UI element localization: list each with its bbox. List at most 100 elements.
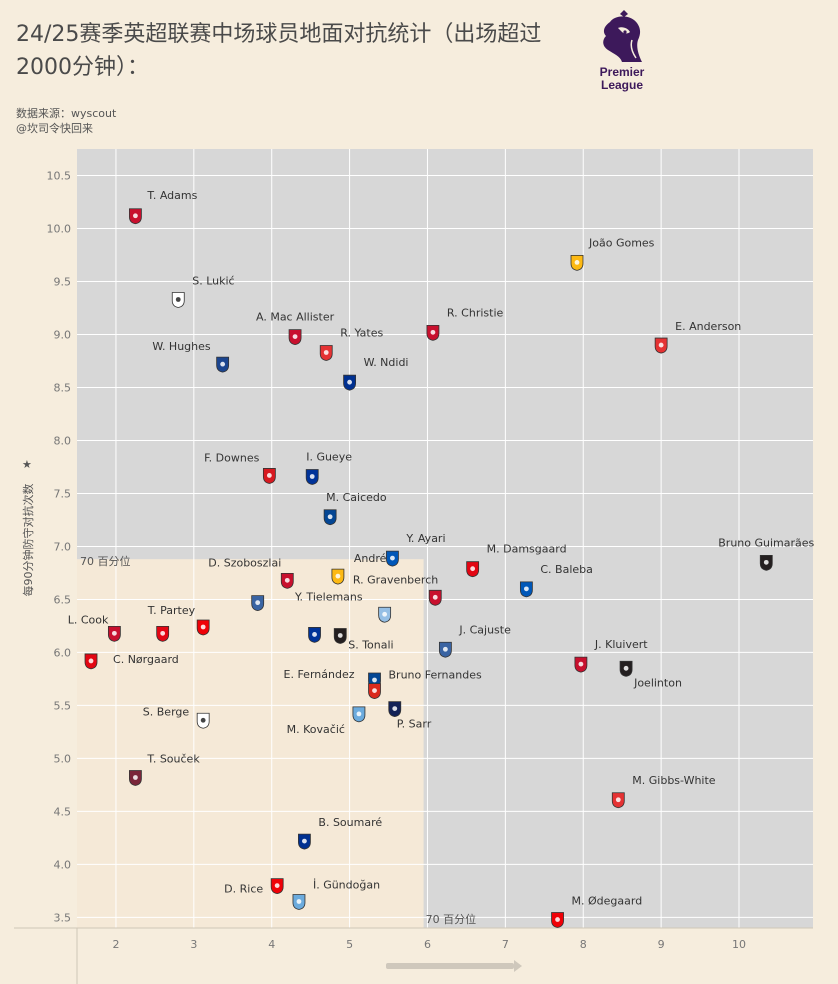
x-tick-label: 3 <box>190 938 197 951</box>
y-tick-label: 6.0 <box>54 646 72 659</box>
data-point <box>519 581 533 598</box>
x-axis-label-placeholder <box>386 960 522 972</box>
data-point <box>305 469 319 485</box>
data-point <box>551 912 564 928</box>
y-tick-label: 8.5 <box>54 381 72 394</box>
point-label: André <box>354 552 387 565</box>
below-70th-percentile-quadrant <box>77 559 424 928</box>
point-label: J. Kluivert <box>594 638 648 651</box>
data-point <box>343 374 356 391</box>
point-label: İ. Gündoğan <box>313 879 380 892</box>
source-line: 数据来源：wyscout <box>16 107 117 120</box>
y-tick-label: 7.0 <box>54 540 72 553</box>
data-point <box>759 554 773 571</box>
y-tick-label: 5.0 <box>54 752 72 765</box>
logo-text-league: League <box>600 78 643 92</box>
point-label: Joelinton <box>633 676 682 689</box>
data-point <box>466 561 480 578</box>
data-point <box>570 255 584 271</box>
data-point <box>319 345 333 361</box>
point-label: R. Yates <box>340 326 383 339</box>
point-label: M. Kovačić <box>287 723 345 736</box>
data-point <box>619 660 633 677</box>
y-tick-label: 10.0 <box>47 222 72 235</box>
data-point <box>308 627 321 643</box>
data-point <box>196 619 210 636</box>
data-point <box>262 468 276 484</box>
data-point <box>368 683 381 699</box>
point-label: Bruno Guimarães <box>718 536 814 549</box>
reference-label-y: 70 百分位 <box>80 554 131 568</box>
data-point <box>333 628 347 644</box>
point-label: E. Anderson <box>675 320 741 333</box>
point-label: T. Souček <box>146 752 200 765</box>
point-label: D. Rice <box>224 883 263 896</box>
point-label: E. Fernández <box>284 668 355 681</box>
point-label: S. Tonali <box>348 638 393 651</box>
data-point <box>107 625 121 642</box>
pin-icon: ★ <box>22 458 32 471</box>
source-block: 数据来源：wyscout @坎司令快回来 <box>16 106 116 136</box>
point-label: B. Soumaré <box>318 816 382 829</box>
point-label: J. Cajuste <box>458 623 511 636</box>
point-label: T. Adams <box>146 189 197 202</box>
reference-label-x: 70 百分位 <box>426 912 477 926</box>
point-label: Bruno Fernandes <box>389 669 482 682</box>
point-label: T. Partey <box>147 604 196 617</box>
data-point <box>129 208 142 225</box>
data-point <box>280 572 294 589</box>
data-point <box>298 833 311 850</box>
x-tick-label: 7 <box>502 938 509 951</box>
y-tick-label: 8.0 <box>54 434 72 447</box>
y-tick-label: 5.5 <box>54 699 72 712</box>
data-point <box>171 292 185 308</box>
point-label: Y. Ayari <box>405 532 445 545</box>
logo-text-premier: Premier <box>599 65 645 79</box>
point-label: C. Nørgaard <box>113 653 179 666</box>
point-label: L. Cook <box>68 613 109 626</box>
x-tick-label: 4 <box>268 938 275 951</box>
data-point <box>438 641 452 658</box>
point-label: M. Gibbs-White <box>632 774 716 787</box>
y-tick-label: 4.5 <box>54 805 72 818</box>
point-label: R. Christie <box>447 306 504 319</box>
point-label: M. Ødegaard <box>572 895 643 908</box>
chart-title: 24/25赛季英超联赛中场球员地面对抗统计（出场超过2000分钟）： <box>16 22 542 80</box>
data-point <box>428 589 442 606</box>
y-tick-label: 3.5 <box>54 911 72 924</box>
point-label: I. Gueye <box>306 450 352 463</box>
y-tick-label: 6.5 <box>54 593 72 606</box>
x-tick-label: 9 <box>658 938 665 951</box>
point-label: M. Caicedo <box>326 491 387 504</box>
x-tick-label: 2 <box>112 938 119 951</box>
point-label: S. Lukić <box>192 275 234 288</box>
data-point <box>426 324 440 341</box>
data-point <box>386 550 399 567</box>
data-point <box>270 878 284 895</box>
data-point <box>129 770 142 786</box>
y-tick-label: 9.5 <box>54 275 72 288</box>
data-point <box>288 329 302 346</box>
data-point <box>654 337 668 354</box>
y-tick-label: 9.0 <box>54 328 72 341</box>
point-label: Y. Tielemans <box>294 590 363 603</box>
data-point <box>378 606 392 623</box>
y-tick-label: 10.5 <box>47 169 72 182</box>
data-point <box>196 712 210 729</box>
lion-crest-icon <box>603 10 642 62</box>
x-tick-label: 10 <box>732 938 746 951</box>
point-label: João Gomes <box>588 236 655 249</box>
data-point <box>352 706 366 723</box>
premier-league-logo: Premier League <box>592 10 652 96</box>
data-point <box>84 653 98 670</box>
point-label: S. Berge <box>143 705 190 718</box>
point-label: M. Damsgaard <box>487 543 567 556</box>
y-tick-label: 4.0 <box>54 858 72 871</box>
data-point <box>611 792 625 809</box>
data-point <box>156 625 170 642</box>
point-label: A. Mac Allister <box>256 311 335 324</box>
data-point <box>388 701 402 718</box>
data-point <box>323 509 337 526</box>
point-label: D. Szoboszlai <box>208 556 281 569</box>
